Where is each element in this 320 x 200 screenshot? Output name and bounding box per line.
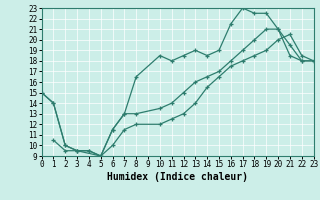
- X-axis label: Humidex (Indice chaleur): Humidex (Indice chaleur): [107, 172, 248, 182]
